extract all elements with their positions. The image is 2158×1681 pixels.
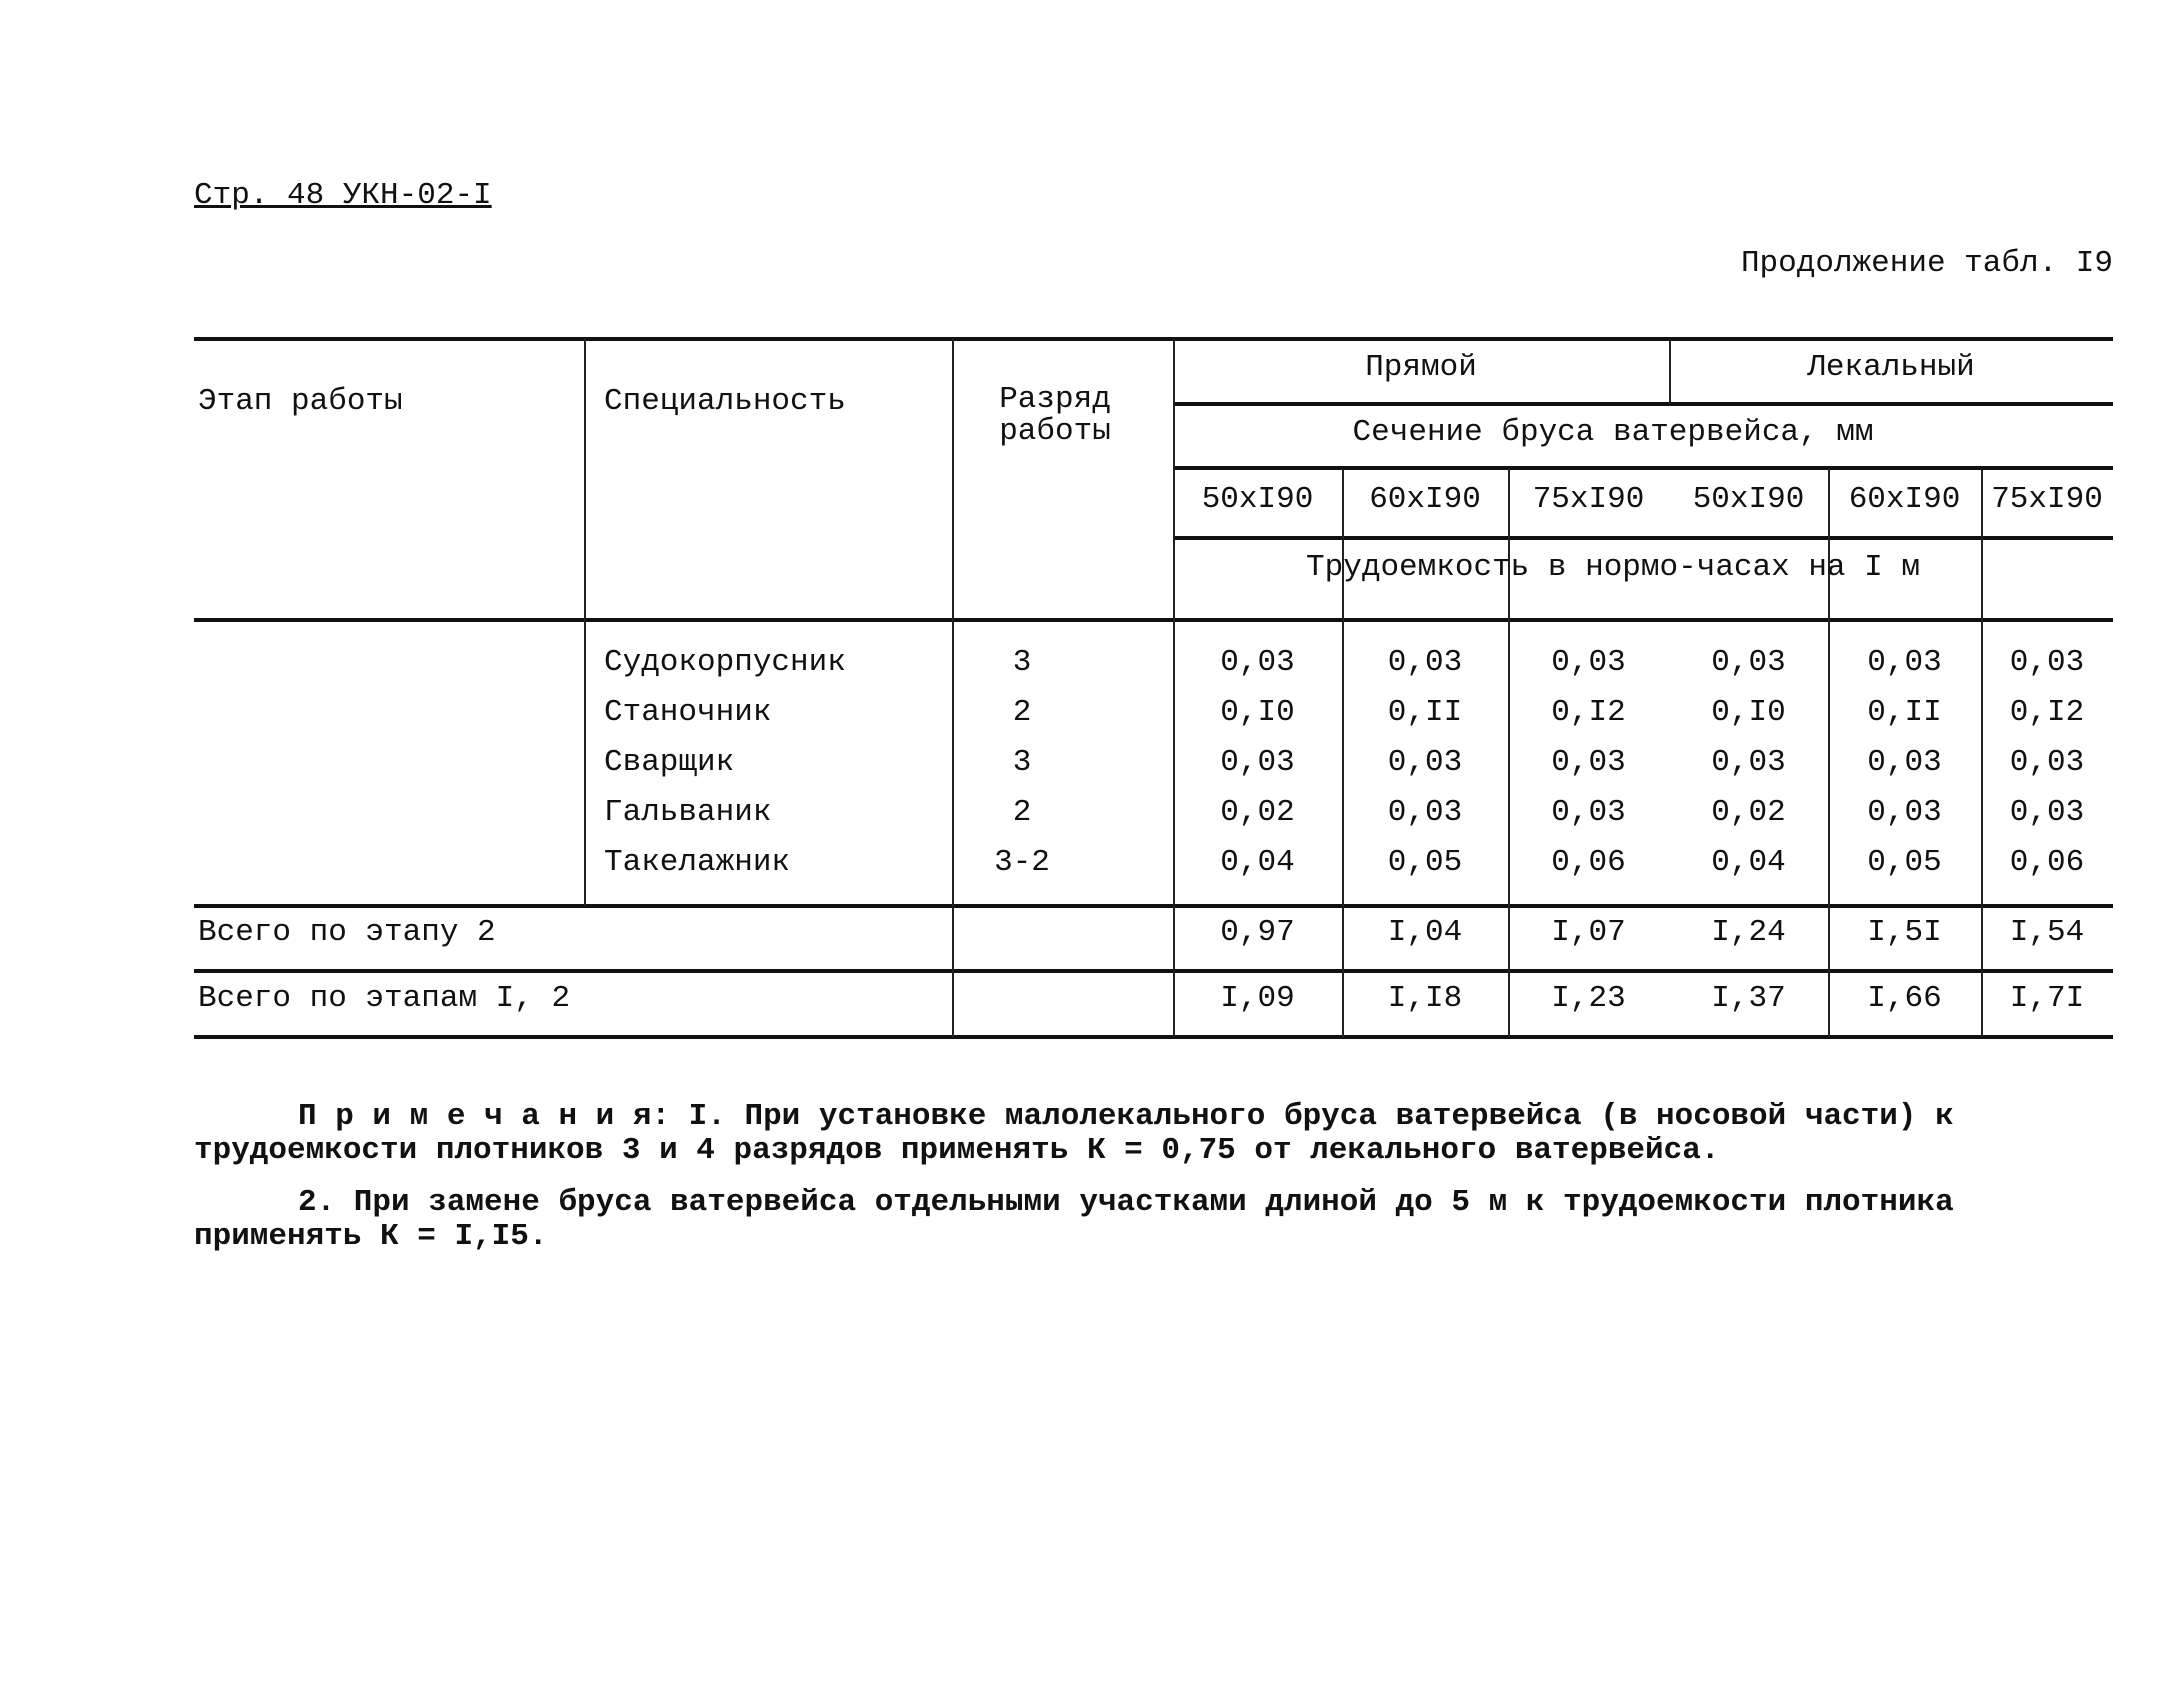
total-value: I,66: [1867, 981, 1942, 1016]
rule: [1173, 536, 2113, 540]
value-cell: 0,03: [1551, 645, 1626, 680]
value-cell: 0,03: [1220, 745, 1295, 780]
value-cell: 0,02: [1220, 795, 1295, 830]
total-value: I,54: [2009, 915, 2085, 950]
total-value: I,24: [1711, 915, 1786, 950]
rule: [194, 337, 2113, 341]
total-value: I,I8: [1387, 981, 1463, 1016]
header-labor: Трудоемкость в нормо-часах на I м: [1306, 550, 1920, 585]
header-stage: Этап работы: [198, 384, 403, 419]
page-reference: Стр. 48 УКН-02-I: [194, 178, 492, 213]
specialty-cell: Гальваник: [604, 795, 772, 830]
value-cell: 0,03: [1867, 745, 1942, 780]
value-cell: 0,03: [2009, 795, 2085, 830]
grade-cell: 3: [1012, 745, 1032, 780]
total-value: I,07: [1551, 915, 1626, 950]
value-cell: 0,I0: [1220, 695, 1295, 730]
header-grade: Разряд работы: [999, 382, 1111, 449]
value-cell: 0,03: [1387, 795, 1463, 830]
value-cell: 0,II: [1387, 695, 1463, 730]
value-cell: 0,03: [2009, 745, 2085, 780]
value-cell: 0,04: [1711, 845, 1786, 880]
specialty-cell: Сварщик: [604, 745, 735, 780]
col-divider: [1981, 469, 1983, 537]
value-cell: 0,03: [1387, 745, 1463, 780]
col-divider: [952, 339, 954, 1037]
grade-cell: 3: [1012, 645, 1032, 680]
col-divider: [1828, 469, 1830, 1037]
specialty-cell: Такелажник: [604, 845, 791, 880]
table-continuation-label: Продолжение табл. I9: [1740, 246, 2113, 281]
total-value: 0,97: [1220, 915, 1295, 950]
value-cell: 0,06: [1551, 845, 1626, 880]
value-cell: 0,03: [1867, 795, 1942, 830]
col-divider: [1173, 339, 1175, 1037]
value-cell: 0,02: [1711, 795, 1786, 830]
value-cell: 0,03: [1551, 795, 1626, 830]
col-divider: [1508, 469, 1510, 1037]
col-divider: [1981, 469, 1983, 1037]
total-value: I,04: [1387, 915, 1463, 950]
value-cell: 0,05: [1387, 845, 1463, 880]
total-label: Всего по этапам I, 2: [198, 981, 571, 1016]
section-header: 50xI90: [1201, 482, 1314, 517]
rule: [1173, 402, 2113, 406]
total-label: Всего по этапу 2: [198, 915, 496, 950]
grade-cell: 2: [1012, 695, 1032, 730]
specialty-cell: Судокорпусник: [604, 645, 846, 680]
note-1: П р и м е ч а н и я: I. При установке ма…: [194, 1099, 1954, 1168]
value-cell: 0,I2: [2009, 695, 2085, 730]
specialty-cell: Станочник: [604, 695, 772, 730]
col-divider: [1342, 469, 1344, 537]
value-cell: 0,03: [1711, 645, 1786, 680]
value-cell: 0,03: [1711, 745, 1786, 780]
col-divider: [1508, 469, 1510, 537]
col-divider: [1342, 469, 1344, 1037]
value-cell: 0,03: [1387, 645, 1463, 680]
value-cell: 0,I0: [1711, 695, 1786, 730]
col-divider: [1669, 339, 1671, 404]
grade-cell: 2: [1012, 795, 1032, 830]
header-curved: Лекальный: [1807, 350, 1975, 385]
col-divider: [584, 339, 586, 906]
value-cell: 0,05: [1867, 845, 1942, 880]
value-cell: 0,03: [1551, 745, 1626, 780]
value-cell: 0,03: [1867, 645, 1942, 680]
rule: [194, 969, 2113, 973]
total-value: I,23: [1551, 981, 1626, 1016]
section-header: 75xI90: [1532, 482, 1645, 517]
total-value: I,7I: [2009, 981, 2085, 1016]
value-cell: 0,I2: [1551, 695, 1626, 730]
header-specialty: Специальность: [604, 384, 846, 419]
header-straight: Прямой: [1365, 350, 1477, 385]
header-section: Сечение бруса ватервейса, мм: [1352, 415, 1874, 450]
col-divider: [1828, 469, 1830, 537]
value-cell: 0,04: [1220, 845, 1295, 880]
note-2: 2. При замене бруса ватервейса отдельным…: [194, 1185, 1954, 1254]
value-cell: 0,03: [1220, 645, 1295, 680]
value-cell: 0,II: [1867, 695, 1942, 730]
grade-cell: 3-2: [994, 845, 1050, 880]
total-value: I,5I: [1867, 915, 1942, 950]
section-header: 50xI90: [1692, 482, 1805, 517]
section-header: 75xI90: [1991, 482, 2103, 517]
rule: [194, 618, 2113, 622]
total-value: I,09: [1220, 981, 1295, 1016]
total-value: I,37: [1711, 981, 1786, 1016]
section-header: 60xI90: [1848, 482, 1961, 517]
section-header: 60xI90: [1369, 482, 1481, 517]
rule: [1173, 466, 2113, 470]
rule: [194, 904, 2113, 908]
value-cell: 0,03: [2009, 645, 2085, 680]
value-cell: 0,06: [2009, 845, 2085, 880]
rule: [194, 1035, 2113, 1039]
